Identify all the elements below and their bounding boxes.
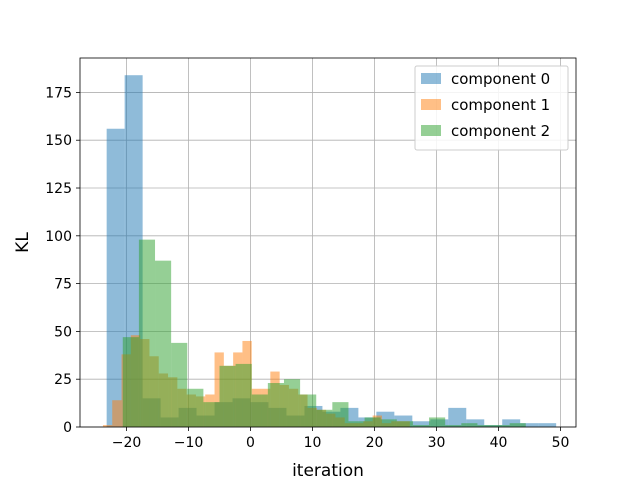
y-tick-label: 75: [54, 277, 72, 293]
x-tick-label: −10: [174, 435, 204, 451]
histogram-bar: [171, 342, 188, 427]
histogram-bar: [122, 337, 139, 427]
y-tick-label: 25: [54, 372, 72, 388]
x-tick-label: −20: [112, 435, 142, 451]
histogram-bar: [348, 421, 365, 427]
y-tick-label: 125: [45, 181, 72, 197]
histogram-bar: [509, 423, 526, 427]
histogram-bar: [493, 425, 510, 427]
histogram-bar: [461, 423, 478, 427]
histogram-bar: [466, 419, 485, 427]
x-axis-label: iteration: [292, 461, 364, 480]
legend-label: component 2: [451, 122, 550, 140]
histogram-bar: [300, 394, 317, 427]
legend: component 0 component 1 component 2: [414, 65, 569, 151]
histogram-bar: [138, 239, 156, 427]
series-2-bars: [122, 239, 526, 427]
histogram-bar: [396, 421, 413, 427]
y-tick-label: 0: [63, 420, 72, 436]
histogram-bar: [520, 423, 539, 427]
histogram-bar: [203, 402, 220, 427]
legend-label: component 0: [451, 70, 550, 88]
histogram-bar: [214, 352, 224, 427]
legend-swatch: [421, 99, 441, 110]
histogram-bar: [364, 417, 381, 427]
histogram-bar: [538, 423, 557, 427]
histogram-bar: [332, 402, 349, 427]
legend-frame: [414, 65, 569, 151]
histogram-bar: [155, 260, 172, 427]
y-axis-ticks: 0 25 50 75 100 125 150 175: [45, 85, 80, 436]
axes-frame: [79, 57, 577, 428]
x-tick-label: 20: [366, 435, 384, 451]
histogram-bar: [445, 425, 462, 427]
legend-swatch: [421, 125, 441, 136]
histogram-bar: [429, 417, 446, 427]
histogram-bar: [412, 425, 430, 427]
histogram-bar: [235, 363, 252, 427]
x-tick-label: 0: [246, 435, 255, 451]
x-tick-label: 40: [490, 435, 508, 451]
histogram-bar: [219, 365, 236, 427]
histogram-bar: [102, 425, 113, 427]
histogram-bar: [448, 407, 467, 427]
histogram-bar: [502, 419, 521, 427]
histogram-bar: [267, 383, 284, 427]
histogram-bar: [283, 379, 301, 427]
x-tick-label: 30: [428, 435, 446, 451]
x-tick-label: 50: [552, 435, 570, 451]
histogram-bar: [112, 400, 122, 427]
histogram-bar: [316, 409, 333, 427]
y-tick-label: 50: [54, 324, 72, 340]
histogram-bar: [106, 128, 125, 427]
histogram-bar: [187, 388, 204, 427]
histogram-bars: [102, 75, 557, 428]
y-tick-label: 150: [45, 133, 72, 149]
y-axis-label: KL: [13, 232, 33, 253]
legend-swatch: [421, 73, 441, 84]
histogram-bar: [412, 421, 431, 427]
histogram-bar: [251, 394, 268, 427]
histogram-bar: [477, 425, 494, 427]
legend-label: component 1: [451, 96, 550, 114]
histogram-bar: [380, 419, 397, 427]
x-tick-label: 10: [304, 435, 322, 451]
y-tick-label: 175: [45, 85, 72, 101]
x-axis-ticks: −20 −10 0 10 20 30 40 50: [112, 427, 570, 451]
y-tick-label: 100: [45, 229, 72, 245]
